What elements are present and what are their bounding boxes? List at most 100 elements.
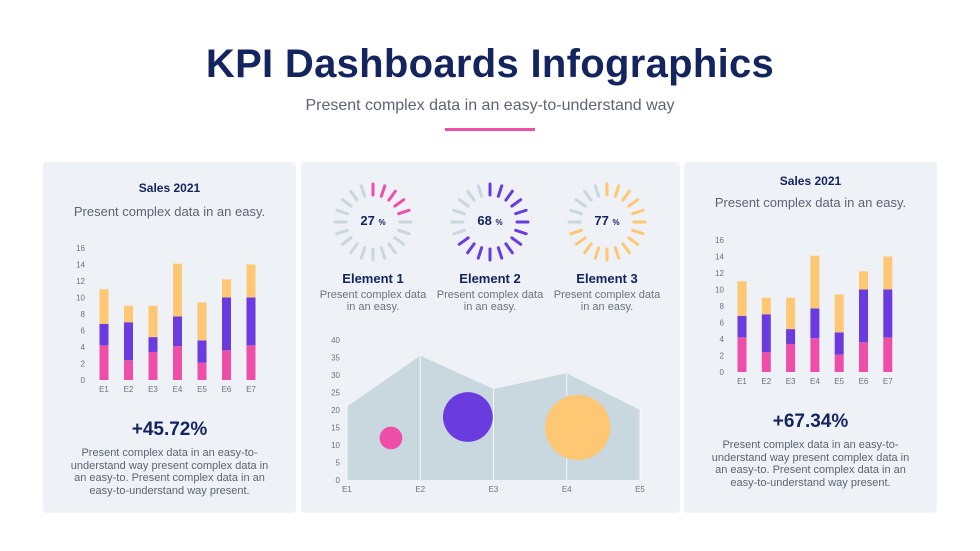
right-stacked-bar-chart: 0 2 4 6 8 10 12 14 16 E1 E2 E3 E4 E5 E6 E7 — [684, 162, 937, 402]
right-sales-panel: Sales 2021 Present complex data in an ea… — [684, 162, 937, 513]
area-y-tick-label: 35 — [331, 354, 340, 363]
left-chart-x-tick-label: E2 — [124, 385, 134, 394]
left-kpi-value: +45.72% — [43, 419, 296, 441]
right-chart-y-tick-label: 10 — [715, 286, 724, 295]
title-accent-divider — [445, 128, 535, 131]
left-stacked-bar-chart: 0246810121416E1 E2 E3 E4 E5 E6 E7 — [43, 162, 296, 402]
left-chart-x-tick-label: E5 — [197, 385, 207, 394]
right-chart-y-tick-label: 14 — [715, 253, 724, 262]
right-chart-bar-e5-purple — [835, 332, 844, 354]
left-chart-x-tick-label: E4 — [173, 385, 183, 394]
left-sales-panel: Sales 2021 Present complex data in an ea… — [43, 162, 296, 513]
middle-elements-panel: 27 % 68 % 77 % Element 1 Present complex… — [301, 162, 680, 513]
left-chart-bar-e6-purple — [222, 298, 231, 351]
area-y-tick-label: 25 — [331, 389, 340, 398]
area-y-tick-label: 5 — [336, 459, 341, 468]
right-chart-x-tick-label: E2 — [761, 377, 771, 386]
right-chart-bar-e3-pink — [786, 344, 795, 372]
left-chart-bar-e1-purple — [100, 324, 109, 345]
left-chart-bar-e5-pink — [198, 363, 207, 380]
bubble-3 — [545, 395, 610, 460]
area-y-tick-label: 0 — [336, 476, 341, 485]
left-chart-bar-e7-purple — [247, 298, 256, 346]
left-chart-bar-e2-yellow — [124, 306, 133, 323]
right-chart-x-tick-label: E4 — [810, 377, 820, 386]
left-chart-y-tick-label: 4 — [81, 343, 86, 352]
right-chart-y-tick-label: 12 — [715, 269, 724, 278]
right-chart-bar-e4-purple — [810, 308, 819, 338]
left-chart-bar-e7-pink — [247, 345, 256, 380]
left-chart-y-tick-label: 16 — [76, 244, 85, 253]
left-chart-y-tick-label: 6 — [81, 327, 86, 336]
page-subtitle: Present complex data in an easy-to-under… — [0, 97, 980, 115]
area-x-tick-label: E2 — [415, 485, 425, 494]
page-title: KPI Dashboards Infographics — [0, 42, 980, 87]
left-chart-y-tick-label: 2 — [81, 360, 86, 369]
left-chart-y-tick-label: 12 — [76, 277, 85, 286]
right-chart-y-tick-label: 2 — [720, 352, 725, 361]
left-chart-bar-e4-purple — [173, 316, 182, 346]
left-chart-bar-e1-yellow — [100, 289, 109, 324]
area-y-tick-label: 15 — [331, 424, 340, 433]
right-chart-bar-e2-purple — [762, 314, 771, 352]
left-chart-bar-e3-yellow — [149, 306, 158, 337]
left-panel-description: Present complex data in an easy-to-under… — [68, 447, 271, 497]
right-chart-bar-e6-purple — [859, 290, 868, 343]
right-chart-x-tick-label: E6 — [859, 377, 869, 386]
right-chart-y-tick-label: 6 — [720, 319, 725, 328]
right-chart-bar-e4-pink — [810, 338, 819, 372]
left-chart-y-tick-label: 8 — [81, 310, 86, 319]
right-chart-x-tick-label: E1 — [737, 377, 747, 386]
right-chart-bar-e6-pink — [859, 342, 868, 372]
bubble-2 — [443, 392, 493, 442]
right-chart-y-tick-label: 4 — [720, 335, 725, 344]
area-y-tick-label: 10 — [331, 441, 340, 450]
right-kpi-value: +67.34% — [684, 411, 937, 433]
left-chart-bar-e6-yellow — [222, 279, 231, 297]
area-y-tick-label: 30 — [331, 371, 340, 380]
left-chart-bar-e1-pink — [100, 345, 109, 380]
left-chart-bar-e7-yellow — [247, 265, 256, 298]
area-x-tick-label: E3 — [489, 485, 499, 494]
left-chart-bar-e2-purple — [124, 322, 133, 360]
left-chart-x-tick-label: E6 — [222, 385, 232, 394]
left-chart-bar-e4-pink — [173, 346, 182, 380]
area-x-tick-label: E5 — [635, 485, 645, 494]
right-chart-bar-e1-pink — [738, 337, 747, 372]
left-chart-bar-e5-purple — [198, 340, 207, 362]
right-chart-bar-e5-yellow — [835, 294, 844, 332]
left-chart-y-tick-label: 0 — [81, 376, 86, 385]
right-chart-bar-e2-yellow — [762, 298, 771, 315]
left-chart-x-tick-label: E3 — [148, 385, 158, 394]
area-y-tick-label: 20 — [331, 406, 340, 415]
area-y-tick-label: 40 — [331, 336, 340, 345]
left-chart-y-tick-label: 10 — [76, 294, 85, 303]
left-chart-bar-e3-pink — [149, 352, 158, 380]
left-chart-bar-e3-purple — [149, 337, 158, 352]
right-chart-y-tick-label: 8 — [720, 302, 725, 311]
right-chart-bar-e3-purple — [786, 329, 795, 344]
right-chart-bar-e3-yellow — [786, 298, 795, 329]
right-chart-bar-e4-yellow — [810, 256, 819, 309]
left-chart-bar-e5-yellow — [198, 302, 207, 340]
left-chart-bar-e6-pink — [222, 350, 231, 380]
right-chart-bar-e7-yellow — [883, 257, 892, 290]
right-chart-y-tick-label: 16 — [715, 236, 724, 245]
area-x-tick-label: E1 — [342, 485, 352, 494]
right-chart-bar-e2-pink — [762, 352, 771, 372]
right-chart-bar-e7-pink — [883, 337, 892, 372]
right-chart-x-tick-label: E7 — [883, 377, 893, 386]
right-chart-bar-e5-pink — [835, 355, 844, 372]
left-chart-bar-e2-pink — [124, 360, 133, 380]
left-chart-x-tick-label: E1 — [99, 385, 109, 394]
right-chart-bar-e1-purple — [738, 316, 747, 337]
right-chart-x-tick-label: E3 — [786, 377, 796, 386]
left-chart-x-tick-label: E7 — [246, 385, 256, 394]
bubble-1 — [380, 427, 403, 450]
right-chart-x-tick-label: E5 — [834, 377, 844, 386]
right-chart-bar-e7-purple — [883, 290, 892, 338]
right-chart-bar-e6-yellow — [859, 271, 868, 289]
right-chart-y-tick-label: 0 — [720, 368, 725, 377]
left-chart-bar-e4-yellow — [173, 264, 182, 317]
right-chart-bar-e1-yellow — [738, 281, 747, 316]
